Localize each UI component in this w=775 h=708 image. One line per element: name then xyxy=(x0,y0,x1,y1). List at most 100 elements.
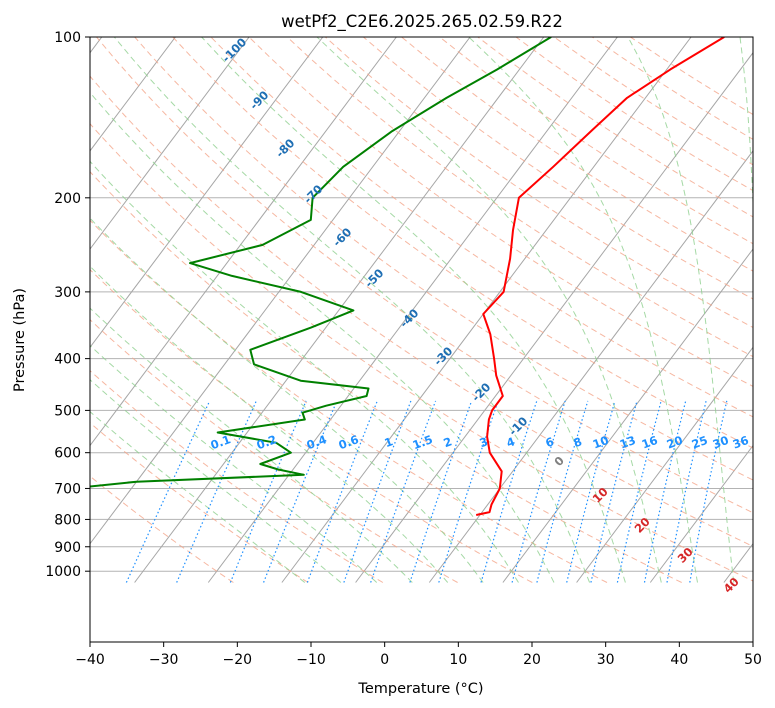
mixing-ratio-lines xyxy=(125,400,728,583)
mixing-ratio-label: 0.4 xyxy=(305,432,329,452)
isotherm-line xyxy=(502,248,753,583)
isotherm-label: 0 xyxy=(551,453,567,469)
mixing-ratio-line xyxy=(370,400,437,583)
mixing-ratio-line xyxy=(409,400,473,583)
isotherm-label: -70 xyxy=(301,182,326,207)
y-tick-label: 900 xyxy=(54,540,81,556)
dewpoint-profile-line xyxy=(90,37,552,488)
mixing-ratio-label: 0.1 xyxy=(209,432,233,452)
y-axis-ticks: 100 200 300 400 500 600 700 800 900 1000 xyxy=(45,30,90,580)
x-tick-label: 20 xyxy=(523,652,541,668)
moist-adiabat-line xyxy=(90,265,449,583)
x-axis-title: Temperature (°C) xyxy=(357,681,483,697)
moist-adiabats xyxy=(90,37,753,583)
isotherm-label: 30 xyxy=(675,545,696,566)
y-tick-label: 300 xyxy=(54,285,81,301)
dry-adiabat-line xyxy=(96,37,753,514)
dry-adiabat-line xyxy=(248,37,753,387)
y-tick-label: 200 xyxy=(54,191,81,207)
x-axis-ticks: −40 −30 −20 −10 0 10 20 30 40 50 xyxy=(75,642,762,668)
mixing-ratio-line xyxy=(176,400,257,583)
dry-adiabat-line xyxy=(401,37,753,272)
y-tick-label: 1000 xyxy=(45,564,81,580)
y-tick-label: 500 xyxy=(54,403,81,419)
moist-adiabat-line xyxy=(316,37,662,583)
x-tick-label: −30 xyxy=(149,652,179,668)
moist-adiabat-line xyxy=(90,91,555,583)
moist-adiabat-line xyxy=(90,160,519,583)
isotherm-line xyxy=(649,444,753,583)
isotherm-line xyxy=(723,542,753,583)
mixing-ratio-label: 8 xyxy=(571,434,583,450)
mixing-ratio-line xyxy=(306,400,378,583)
dry-adiabat-line xyxy=(90,219,608,583)
mixing-ratio-label: 2 xyxy=(441,434,453,450)
y-tick-label: 700 xyxy=(54,481,81,497)
isotherm-label: 10 xyxy=(590,485,611,506)
moist-adiabat-line xyxy=(90,411,306,583)
mixing-ratio-label: 36 xyxy=(731,433,751,452)
dry-adiabat-line xyxy=(363,37,753,300)
moist-adiabat-line xyxy=(201,37,626,583)
mixing-ratio-line xyxy=(343,400,412,583)
moist-adiabat-line xyxy=(113,37,591,583)
x-tick-label: 40 xyxy=(670,652,688,668)
mixing-ratio-line xyxy=(536,400,589,583)
isotherm-label: -80 xyxy=(273,136,298,161)
x-tick-label: 50 xyxy=(744,652,762,668)
dry-adiabat-line xyxy=(477,37,753,218)
mixing-ratio-label: 0.2 xyxy=(255,432,279,452)
mixing-ratio-line xyxy=(480,400,538,583)
pressure-gridlines xyxy=(90,37,753,572)
x-tick-label: 30 xyxy=(597,652,615,668)
isotherm-line xyxy=(90,37,324,349)
moist-adiabat-line xyxy=(468,37,698,583)
mixing-ratio-line xyxy=(438,400,499,583)
moist-adiabat-line xyxy=(90,344,378,583)
dry-adiabat-line xyxy=(90,75,753,547)
isotherm-line xyxy=(90,37,471,545)
mixing-ratio-label: 1 xyxy=(382,434,394,450)
plot-frame xyxy=(89,36,754,643)
moist-adiabat-line xyxy=(90,217,484,583)
y-tick-label: 400 xyxy=(54,352,81,368)
dry-adiabat-line xyxy=(515,37,753,192)
dry-adiabat-line xyxy=(286,37,753,358)
mixing-ratio-label: 13 xyxy=(618,433,638,452)
moist-adiabat-line xyxy=(90,307,413,583)
line-labels: -100-90-80-70-60-50-40-30-20-10010203040… xyxy=(209,35,751,596)
mixing-ratio-line xyxy=(125,400,211,583)
mixing-ratio-label: 30 xyxy=(711,433,731,452)
dry-adiabat-line xyxy=(210,37,753,418)
sounding-profiles xyxy=(90,37,725,516)
mixing-ratio-label: 20 xyxy=(665,433,685,452)
y-axis-title: Pressure (hPa) xyxy=(12,288,28,392)
skewed-isotherms xyxy=(90,37,753,583)
isotherm-label: -60 xyxy=(330,225,355,250)
dry-adiabat-line xyxy=(90,319,458,583)
isotherm-line xyxy=(576,346,753,583)
dry-adiabat-line xyxy=(172,37,753,449)
x-tick-label: 10 xyxy=(449,652,467,668)
x-tick-label: −20 xyxy=(223,652,253,668)
moist-adiabat-line xyxy=(739,37,753,215)
isotherm-label: 40 xyxy=(721,575,742,596)
x-tick-label: 0 xyxy=(380,652,389,668)
x-tick-label: −10 xyxy=(296,652,326,668)
mixing-ratio-line xyxy=(511,400,566,583)
dry-adiabat-line xyxy=(90,123,753,582)
isotherm-line xyxy=(207,37,618,583)
y-tick-label: 100 xyxy=(54,30,81,46)
isotherm-line xyxy=(90,37,176,152)
dry-adiabat-line xyxy=(134,37,753,481)
mixing-ratio-label: 25 xyxy=(690,433,710,452)
chart-title: wetPf2_C2E6.2025.265.02.59.R22 xyxy=(281,12,563,32)
mixing-ratio-line xyxy=(689,400,728,583)
mixing-ratio-label: 0.6 xyxy=(337,432,361,452)
moist-adiabat-line xyxy=(90,379,342,583)
mixing-ratio-label: 1.5 xyxy=(411,432,435,452)
mixing-ratio-line xyxy=(263,400,338,583)
x-tick-label: −40 xyxy=(75,652,105,668)
isotherm-label: -50 xyxy=(362,266,387,291)
